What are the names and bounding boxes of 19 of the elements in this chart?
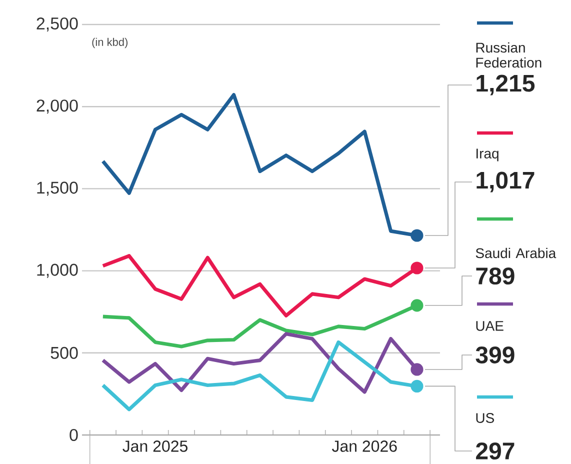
y-tick-label: 1,000 [37,264,78,278]
legend-label: US [476,413,494,423]
y-tick-label: 500 [50,346,78,359]
legend-label: Iraq [476,148,498,162]
data-label: 789 [476,268,514,284]
text: Saudi Arabia [476,248,556,258]
data-label: 297 [476,442,514,460]
y-tick-label: 1,500 [37,182,78,196]
y-tick-label: 2,500 [36,17,78,32]
x-tick-label: Jan 2025 [122,440,188,452]
text: Russian Federation [476,42,542,68]
data-label: 1,215 [476,74,535,96]
legend-label: UAE [476,321,504,331]
x-tick-label: Jan 2026 [332,440,397,452]
y-axis-title: (in kbd) [92,38,128,48]
y-tick-label: 0 [70,428,78,442]
y-tick-label: 2,000 [36,100,78,114]
data-label: 1,017 [476,172,534,192]
data-label: 399 [476,346,514,364]
